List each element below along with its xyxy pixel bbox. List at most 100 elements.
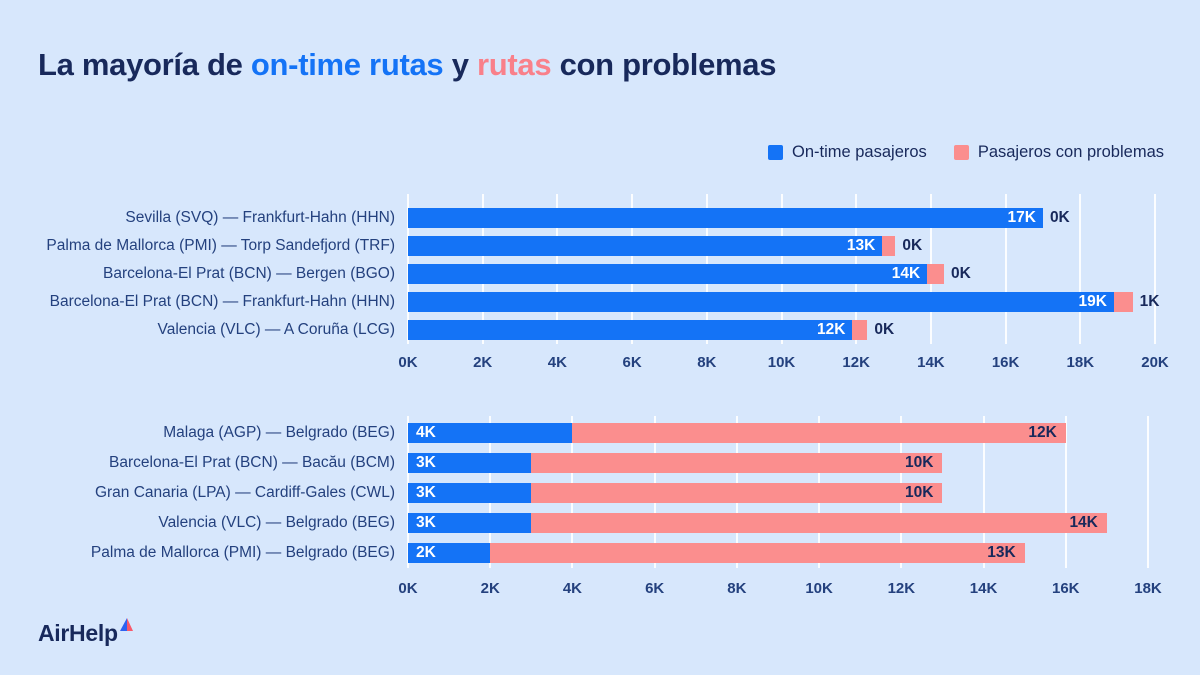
- problems-bar-segment: 10K: [531, 453, 943, 473]
- title-segment-pink: rutas: [476, 47, 552, 82]
- axis: 0K 2K 4K 6K 8K 10K 12K 14K 16K 18K: [398, 576, 1161, 600]
- stacked-bar: 14K 0K: [408, 264, 1155, 284]
- ontime-value-label: 13K: [846, 237, 876, 255]
- problems-value-label: 10K: [905, 484, 934, 502]
- ontime-value-label: 3K: [416, 454, 436, 472]
- bar-row: Gran Canaria (LPA) — Cardiff-Gales (CWL)…: [0, 478, 1200, 508]
- route-label: Palma de Mallorca (PMI) — Belgrado (BEG): [90, 544, 395, 561]
- problems-swatch-icon: [953, 145, 969, 160]
- stacked-bar: 4K 12K: [408, 423, 1148, 443]
- stacked-bar: 17K 0K: [408, 208, 1155, 228]
- bar-row: Palma de Mallorca (PMI) — Belgrado (BEG)…: [0, 538, 1200, 568]
- axis: 0K 2K 4K 6K 8K 10K 12K 14K 16K 18K 20K: [398, 350, 1168, 374]
- airhelp-logo-text: AirHelp: [38, 620, 118, 646]
- legend-label: Pasajeros con problemas: [977, 143, 1164, 161]
- ontime-swatch-icon: [768, 145, 783, 160]
- problems-bar-segment: [1113, 292, 1133, 312]
- bar-row: Barcelona-El Prat (BCN) — Frankfurt-Hahn…: [0, 288, 1200, 316]
- axis-tick-label: 18K: [1066, 354, 1095, 371]
- gridline: [1064, 416, 1067, 568]
- bar-plot: 3K 10K: [408, 483, 1148, 503]
- page-title: La mayoría de on-time rutas y rutas con …: [38, 47, 777, 82]
- stacked-bar: 3K 10K: [408, 483, 1148, 503]
- axis-tick-label: 6K: [645, 580, 665, 597]
- axis-tick-label: 0K: [398, 354, 418, 371]
- ontime-bar-segment: 3K: [408, 513, 532, 533]
- stacked-bar: 3K 10K: [408, 453, 1148, 473]
- problems-bar-segment: 12K: [572, 423, 1066, 443]
- problems-value-label: 0K: [950, 265, 971, 283]
- bar-row: Barcelona-El Prat (BCN) — Bacău (BCM) 3K 1…: [0, 448, 1200, 478]
- ontime-value-label: 14K: [891, 265, 921, 283]
- axis-tick-label: 2K: [480, 580, 500, 597]
- route-label: Palma de Mallorca (PMI) — Torp Sandefjor…: [46, 237, 395, 254]
- ontime-value-label: 3K: [416, 514, 436, 532]
- axis-tick-label: 0K: [398, 580, 418, 597]
- title-segment-navy: con problemas: [551, 47, 777, 82]
- ontime-bar-segment: 13K: [408, 236, 883, 256]
- problems-value-label: 13K: [987, 544, 1016, 562]
- rows: Malaga (AGP) — Belgrado (BEG) 4K 12K Barcel…: [0, 416, 1200, 568]
- axis-tick-label: 4K: [547, 354, 567, 371]
- route-label: Barcelona-El Prat (BCN) — Frankfurt-Hahn…: [49, 293, 395, 310]
- axis-tick-label: 10K: [767, 354, 796, 371]
- axis-tick-label: 4K: [562, 580, 583, 597]
- stacked-bar: 19K 1K: [408, 292, 1159, 312]
- ontime-bar-segment: 17K: [408, 208, 1043, 228]
- stacked-bar: 2K 13K: [408, 543, 1148, 563]
- bar-row: Palma de Mallorca (PMI) — Torp Sandefjor…: [0, 232, 1200, 260]
- ontime-bar-segment: 12K: [408, 320, 853, 340]
- ontime-bar-segment: 2K: [408, 543, 491, 563]
- axis-tick-label: 14K: [917, 354, 945, 371]
- ontime-bar-segment: 3K: [408, 453, 532, 473]
- stacked-bar: 12K 0K: [408, 320, 1155, 340]
- legend-item-ontime: On-time pasajeros: [768, 143, 927, 162]
- ontime-value-label: 4K: [416, 424, 436, 442]
- problems-value-label: 0K: [1049, 209, 1070, 227]
- problems-bar-segment: 13K: [490, 543, 1025, 563]
- ontime-value-label: 19K: [1078, 293, 1107, 311]
- route-label: Malaga (AGP) — Belgrado (BEG): [163, 424, 395, 441]
- problems-bar-segment: [882, 236, 896, 256]
- ontime-value-label: 2K: [416, 544, 436, 562]
- axis-tick-label: 14K: [969, 580, 998, 597]
- problems-value-label: 1K: [1139, 293, 1160, 311]
- title-segment-navy: La mayoría de: [38, 47, 251, 82]
- axis-tick-label: 10K: [805, 580, 833, 597]
- route-label: Barcelona-El Prat (BCN) — Bergen (BGO): [102, 265, 395, 282]
- bar-row: Malaga (AGP) — Belgrado (BEG) 4K 12K: [0, 418, 1200, 448]
- axis-tick-label: 18K: [1134, 580, 1162, 597]
- axis-tick-label: 12K: [887, 580, 916, 597]
- chart-legend: On-time pasajeros Pasajeros con problema…: [768, 143, 1164, 162]
- problems-value-label: 14K: [1069, 514, 1098, 532]
- ontime-value-label: 17K: [1007, 209, 1036, 227]
- stacked-bar: 3K 14K: [408, 513, 1148, 533]
- axis-tick-label: 16K: [991, 354, 1020, 371]
- rows: Sevilla (SVQ) — Frankfurt-Hahn (HHN) 17K 0…: [0, 194, 1200, 344]
- legend-label: On-time pasajeros: [792, 143, 927, 161]
- airhelp-triangle-icon: [119, 618, 133, 631]
- axis-tick-label: 20K: [1141, 354, 1169, 371]
- problems-value-label: 0K: [902, 237, 923, 255]
- ontime-bar-segment: 4K: [408, 423, 573, 443]
- gridline: [1004, 194, 1007, 344]
- bar-plot: 3K 14K: [408, 513, 1148, 533]
- axis-tick-label: 12K: [842, 354, 870, 371]
- problems-bar-segment: [852, 320, 868, 340]
- problems-value-label: 0K: [874, 321, 895, 339]
- bar-plot: 2K 13K: [408, 543, 1148, 563]
- axis-tick-label: 16K: [1052, 580, 1080, 597]
- ontime-bar-segment: 14K: [408, 264, 928, 284]
- ontime-routes-chart: Sevilla (SVQ) — Frankfurt-Hahn (HHN) 17K 0…: [0, 194, 1200, 374]
- title-segment-navy: y: [443, 47, 477, 82]
- bar-row: Barcelona-El Prat (BCN) — Bergen (BGO) 14…: [0, 260, 1200, 288]
- gridline: [982, 416, 985, 568]
- stacked-bar: 13K 0K: [408, 236, 1155, 256]
- bar-plot: 17K 0K: [408, 208, 1155, 228]
- legend-item-problems: Pasajeros con problemas: [953, 143, 1164, 162]
- bar-row: Valencia (VLC) — Belgrado (BEG) 3K 14K: [0, 508, 1200, 538]
- axis-tick-label: 6K: [622, 354, 642, 371]
- route-label: Gran Canaria (LPA) — Cardiff-Gales (CWL): [94, 484, 395, 501]
- axis-tick-label: 8K: [727, 580, 747, 597]
- bar-plot: 19K 1K: [408, 292, 1159, 312]
